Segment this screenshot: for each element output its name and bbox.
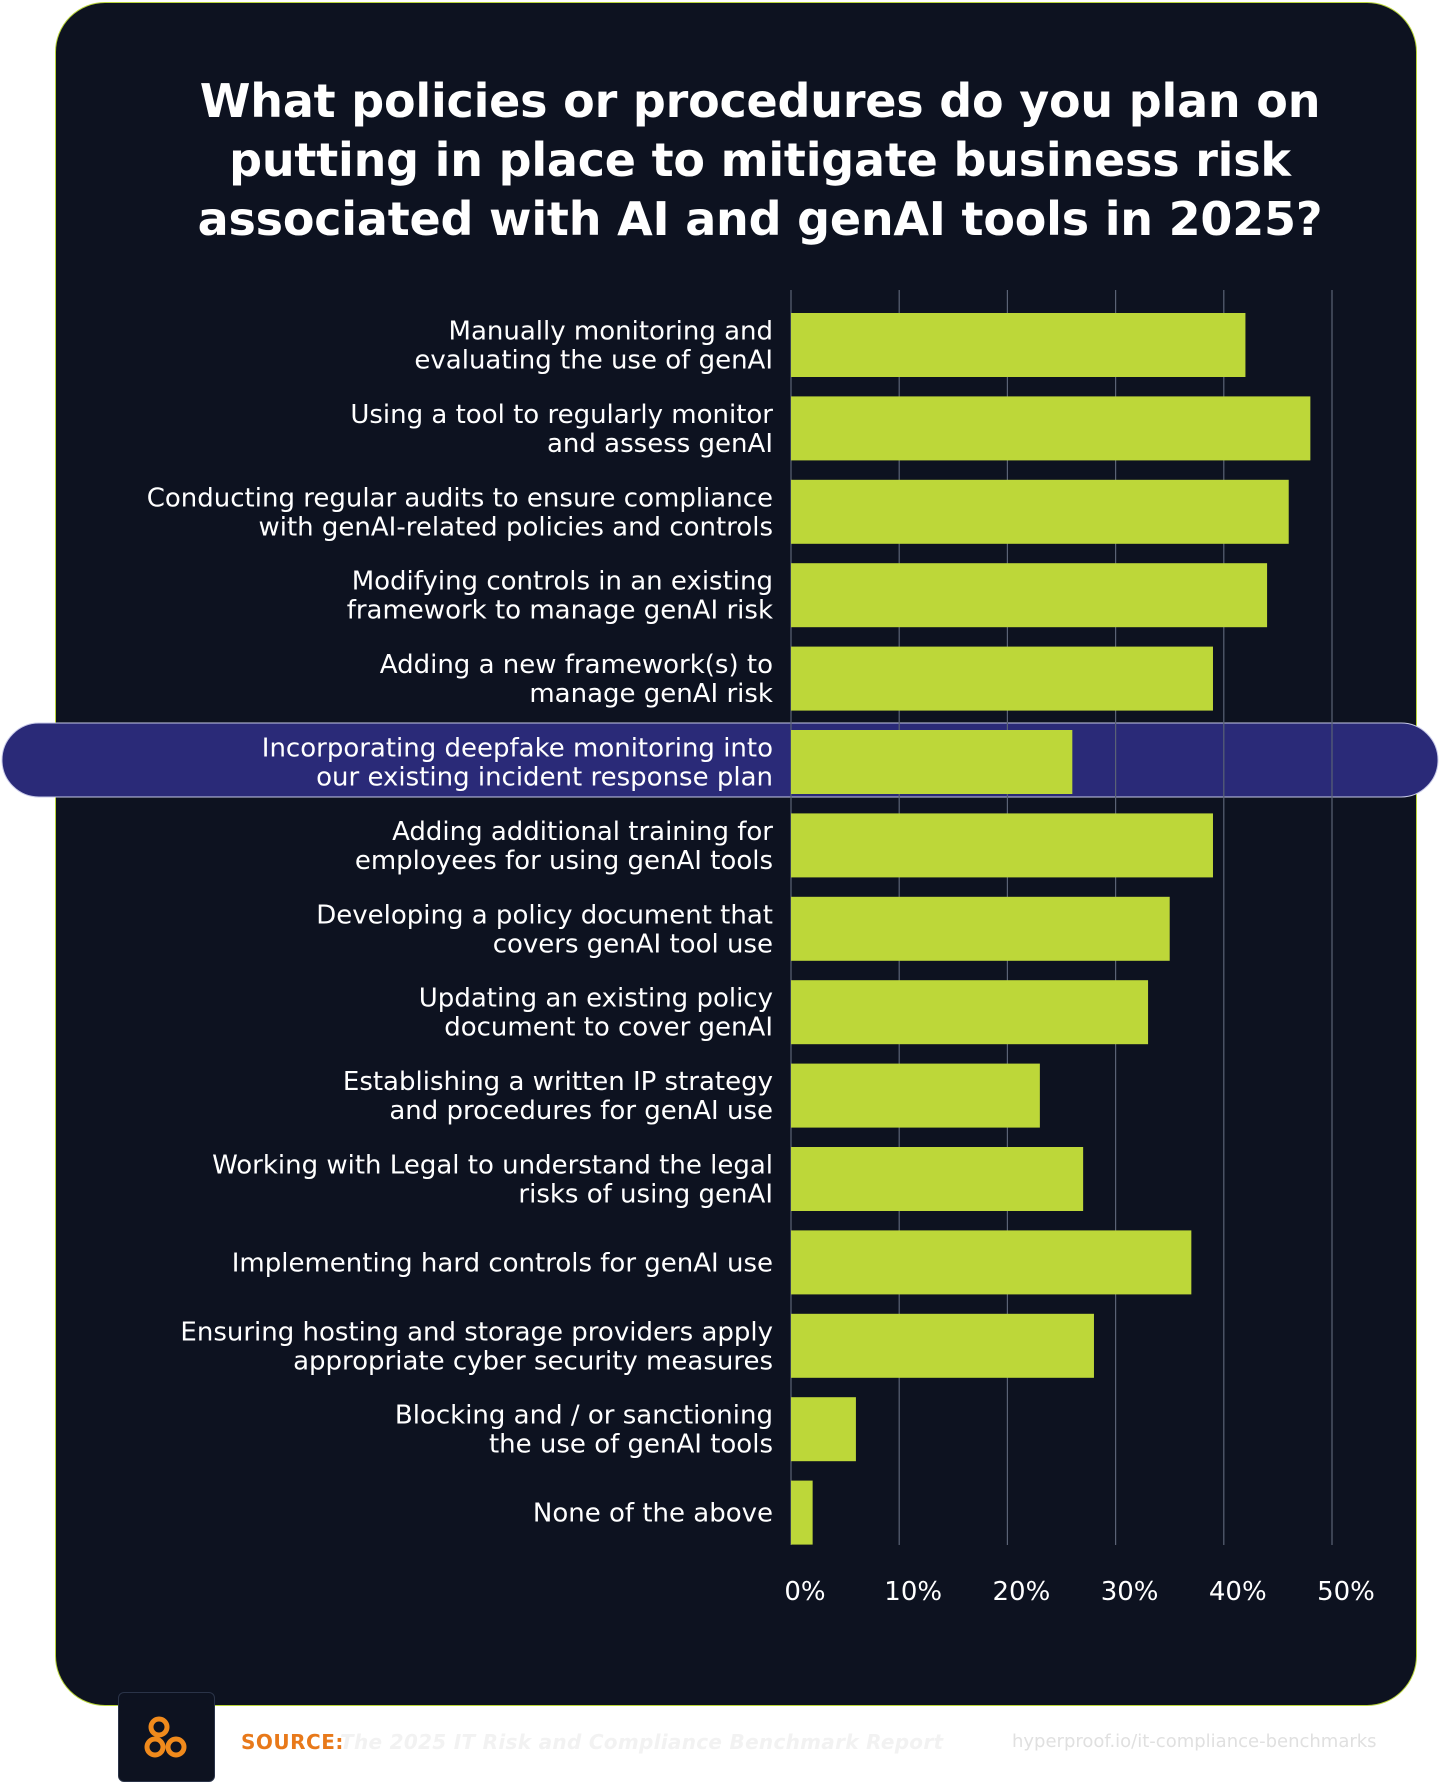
bar bbox=[791, 313, 1246, 377]
category-label: Manually monitoring and evaluating the us… bbox=[414, 317, 773, 376]
chart-title: What policies or procedures do you plan … bbox=[197, 74, 1323, 246]
bar bbox=[791, 1230, 1192, 1295]
bar bbox=[791, 646, 1213, 711]
x-tick-label: 30% bbox=[1101, 1577, 1159, 1607]
bar bbox=[791, 980, 1149, 1045]
source-text: The 2025 IT Risk and Compliance Benchmar… bbox=[340, 1730, 944, 1754]
category-label: Updating an existing policy document to c… bbox=[419, 984, 773, 1043]
category-label: Adding additional training for employees … bbox=[355, 817, 773, 876]
category-label: Incorporating deepfake monitoring into ou… bbox=[262, 734, 773, 793]
x-tick-label: 0% bbox=[784, 1577, 825, 1607]
bar bbox=[791, 479, 1289, 544]
bar bbox=[791, 1063, 1040, 1128]
bar bbox=[791, 1397, 856, 1462]
category-label: Conducting regular audits to ensure comp… bbox=[147, 483, 773, 542]
category-label: Ensuring hosting and storage providers a… bbox=[180, 1317, 773, 1376]
category-label: None of the above bbox=[533, 1499, 773, 1529]
category-label: Establishing a written IP strategy and pr… bbox=[343, 1067, 773, 1126]
category-label: Adding a new framework(s) to manage genAI… bbox=[380, 650, 773, 709]
highlight-band bbox=[1, 722, 1439, 798]
category-label: Working with Legal to understand the leg… bbox=[212, 1151, 773, 1210]
x-tick-label: 20% bbox=[993, 1577, 1051, 1607]
source-label: SOURCE: bbox=[241, 1730, 344, 1754]
bar bbox=[791, 1147, 1084, 1211]
category-label: Developing a policy document that covers … bbox=[316, 900, 773, 959]
x-tick-label: 10% bbox=[884, 1577, 942, 1607]
category-label: Implementing hard controls for genAI use bbox=[232, 1248, 773, 1278]
x-tick-label: 40% bbox=[1209, 1577, 1267, 1607]
three-circles-logo-icon bbox=[144, 1716, 187, 1758]
bar bbox=[791, 563, 1268, 628]
brand-logo bbox=[118, 1692, 215, 1782]
bar bbox=[791, 730, 1073, 794]
category-label: Blocking and / or sanctioning the use of … bbox=[395, 1401, 773, 1460]
bar bbox=[791, 896, 1170, 961]
bar bbox=[791, 396, 1311, 461]
category-label: Modifying controls in an existing framewo… bbox=[347, 567, 773, 626]
source-url[interactable]: hyperproof.io/it-compliance-benchmarks bbox=[1012, 1731, 1377, 1752]
category-label: Using a tool to regularly monitor and ass… bbox=[350, 400, 773, 459]
bar bbox=[791, 1480, 813, 1545]
bar bbox=[791, 1313, 1094, 1378]
x-tick-label: 50% bbox=[1317, 1577, 1375, 1607]
bar bbox=[791, 813, 1213, 878]
